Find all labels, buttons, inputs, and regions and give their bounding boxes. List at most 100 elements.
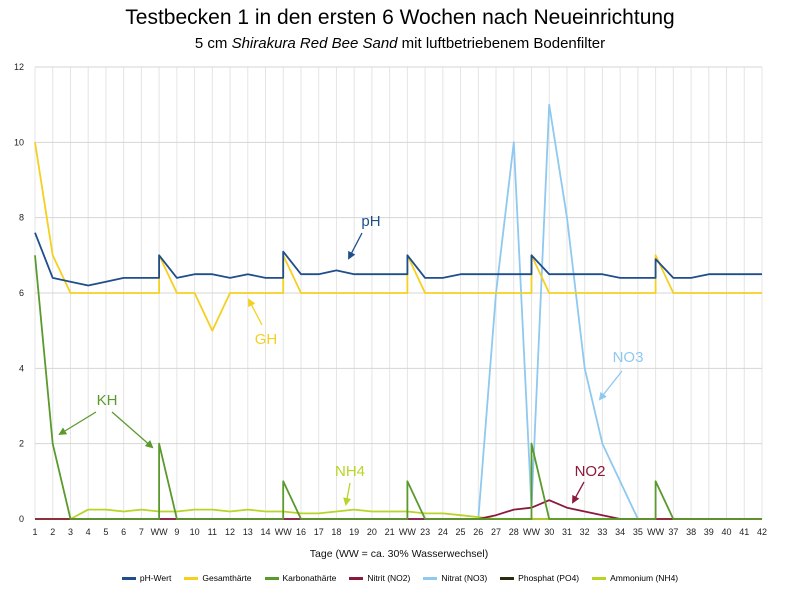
legend-label: Phosphat (PO4)	[518, 573, 580, 583]
x-tick-label: 4	[86, 527, 91, 537]
legend-label: Nitrat (NO3)	[441, 573, 488, 583]
legend-item: Karbonathärte	[264, 573, 337, 583]
series-line-nitrat-no3	[35, 103, 762, 520]
x-tick-label: 30	[544, 527, 554, 537]
x-tick-label: 3	[68, 527, 73, 537]
annotation-gh: GH	[255, 331, 278, 348]
x-axis: 1 2 3 4 5 6 7 WW 9 10 11 12 13 14 WW 16 17 18 19 20 21 WW 23 24…	[32, 518, 767, 537]
x-axis-label: Tage (WW = ca. 30% Wasserwechsel)	[310, 548, 488, 560]
x-tick-label: 10	[190, 527, 200, 537]
series-line-ph-wert	[34, 232, 762, 287]
x-tick-label: WW	[399, 527, 416, 537]
annotation-arrow-kh	[111, 411, 154, 449]
legend-swatch	[500, 576, 515, 580]
legend-label: Gesamthärte	[202, 573, 252, 583]
x-tick-label: 2	[50, 527, 55, 537]
legend-swatch	[264, 576, 279, 580]
x-tick-label: 27	[491, 527, 501, 537]
annotation-no3: NO3	[613, 349, 644, 366]
legend-item: Gesamthärte	[184, 573, 252, 583]
legend-item: Phosphat (PO4)	[500, 573, 579, 583]
x-tick-label: 1	[32, 527, 37, 537]
x-tick-label: 13	[243, 527, 253, 537]
annotation-arrow-gh	[248, 298, 263, 326]
x-tick-label: 20	[367, 527, 377, 537]
x-tick-label: 16	[296, 527, 306, 537]
series-lines	[34, 103, 762, 520]
x-tick-label: 31	[562, 527, 572, 537]
annotation-no2: NO2	[575, 463, 606, 480]
x-tick-label: 23	[420, 527, 430, 537]
y-tick-label: 6	[19, 288, 24, 298]
x-tick-label: 38	[686, 527, 696, 537]
x-tick-label: WW	[523, 527, 540, 537]
x-tick-label: 34	[615, 527, 625, 537]
legend: pH-Wert Gesamthärte Karbonathärte Nitrit (N…	[0, 573, 800, 583]
legend-swatch	[121, 576, 136, 580]
x-tick-label: 40	[722, 527, 732, 537]
series-line-gesamth-rte	[34, 142, 762, 332]
legend-label: Karbonathärte	[282, 573, 337, 583]
subtitle-italic: Shirakura Red Bee Sand	[231, 35, 398, 52]
x-tick-label: 39	[704, 527, 714, 537]
y-tick-label: 4	[19, 363, 24, 373]
x-tick-label: WW	[275, 527, 292, 537]
chart-title: Testbecken 1 in den ersten 6 Wochen nach…	[125, 6, 675, 29]
x-tick-label: 9	[174, 527, 179, 537]
x-tick-label: 41	[739, 527, 749, 537]
legend-item: pH-Wert	[121, 573, 172, 583]
x-tick-label: 7	[139, 527, 144, 537]
x-tick-label: 21	[385, 527, 395, 537]
legend-label: Nitrit (NO2)	[367, 573, 411, 583]
x-tick-label: 42	[757, 527, 767, 537]
legend-swatch	[184, 576, 199, 580]
annotation-arrow-ph	[348, 232, 363, 260]
x-tick-label: 32	[580, 527, 590, 537]
x-tick-label: 17	[314, 527, 324, 537]
annotation-arrow-no2	[572, 481, 585, 504]
x-tick-label: 33	[597, 527, 607, 537]
x-tick-label: 18	[331, 527, 341, 537]
x-tick-label: 6	[121, 527, 126, 537]
y-tick-label: 12	[14, 62, 24, 72]
y-tick-label: 10	[14, 137, 24, 147]
x-tick-label: 28	[509, 527, 519, 537]
y-tick-label: 2	[19, 439, 24, 449]
legend-item: Ammonium (NH4)	[592, 573, 678, 583]
y-tick-label: 8	[19, 213, 24, 223]
x-tick-label: 12	[225, 527, 235, 537]
x-tick-label: 26	[473, 527, 483, 537]
x-tick-label: 25	[456, 527, 466, 537]
x-tick-label: 11	[208, 527, 217, 537]
annotation-nh4: NH4	[335, 463, 365, 480]
x-tick-label: 19	[349, 527, 359, 537]
x-tick-label: 37	[668, 527, 678, 537]
series-line-karbonath-rte	[34, 255, 762, 520]
annotation-kh: KH	[97, 392, 118, 409]
series-line-ammonium-nh4	[35, 508, 762, 520]
annotation-arrow-no3	[598, 370, 623, 401]
legend-swatch	[423, 576, 438, 580]
y-axis: 0 2 4 6 8 10 12	[14, 62, 24, 524]
legend-item: Nitrat (NO3)	[423, 573, 487, 583]
x-tick-label: WW	[151, 527, 168, 537]
subtitle-post: mit luftbetriebenem Bodenfilter	[397, 35, 606, 52]
annotations: pH GH KH NH4 NO3 NO2	[58, 213, 644, 506]
legend-label: Ammonium (NH4)	[610, 573, 679, 583]
annotation-arrow-kh	[58, 411, 97, 436]
x-tick-label: 24	[438, 527, 448, 537]
x-tick-label: 14	[261, 527, 271, 537]
legend-label: pH-Wert	[139, 573, 172, 583]
chart-subtitle: 5 cm Shirakura Red Bee Sand mit luftbetr…	[0, 35, 800, 52]
x-tick-label: 35	[633, 527, 643, 537]
x-tick-label: 5	[103, 527, 108, 537]
subtitle-pre: 5 cm	[194, 35, 232, 52]
annotation-ph: pH	[361, 213, 380, 230]
y-tick-label: 0	[19, 514, 24, 524]
legend-swatch	[349, 576, 364, 580]
x-tick-label: WW	[647, 527, 664, 537]
annotation-arrow-nh4	[343, 482, 352, 506]
series-line-nitrit-no2	[35, 499, 762, 520]
legend-swatch	[592, 576, 607, 580]
